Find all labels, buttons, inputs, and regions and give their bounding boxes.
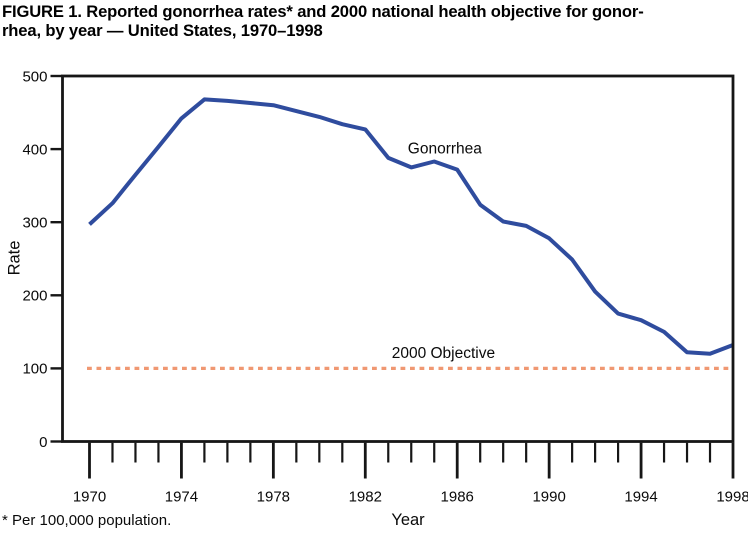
y-tick-label: 500	[22, 68, 47, 85]
y-axis-title: Rate	[5, 240, 24, 276]
y-axis-ticks: 0 100 200 300 400 500	[22, 68, 63, 451]
x-tick-label: 1970	[73, 489, 106, 506]
y-tick-label: 400	[22, 141, 47, 158]
figure-title: FIGURE 1. Reported gonorrhea rates* and …	[2, 2, 748, 40]
x-tick-label: 1990	[532, 489, 565, 506]
figure-title-line2: rhea, by year — United States, 1970–1998	[2, 20, 323, 40]
gonorrhea-line	[88, 97, 734, 356]
x-tick-label: 1978	[257, 489, 290, 506]
x-axis-ticks: 1970 1974 1978 1982 1986 1990 1994 1998	[73, 442, 748, 506]
y-tick-label: 0	[39, 434, 47, 451]
x-tick-label: 1974	[165, 489, 198, 506]
x-tick-label: 1998	[716, 489, 748, 506]
x-axis-title: Year	[391, 511, 425, 529]
y-tick-label: 100	[22, 361, 47, 378]
x-tick-label: 1986	[441, 489, 474, 506]
gonorrhea-label: Gonorrhea	[408, 140, 482, 157]
x-tick-label: 1994	[624, 489, 657, 506]
objective-label: 2000 Objective	[392, 345, 495, 362]
x-tick-label: 1982	[349, 489, 382, 506]
figure-title-line1: FIGURE 1. Reported gonorrhea rates* and …	[2, 2, 644, 21]
plot-box	[61, 74, 735, 443]
y-tick-label: 200	[22, 288, 47, 305]
footnote: * Per 100,000 population.	[2, 512, 172, 529]
y-tick-label: 300	[22, 215, 47, 232]
